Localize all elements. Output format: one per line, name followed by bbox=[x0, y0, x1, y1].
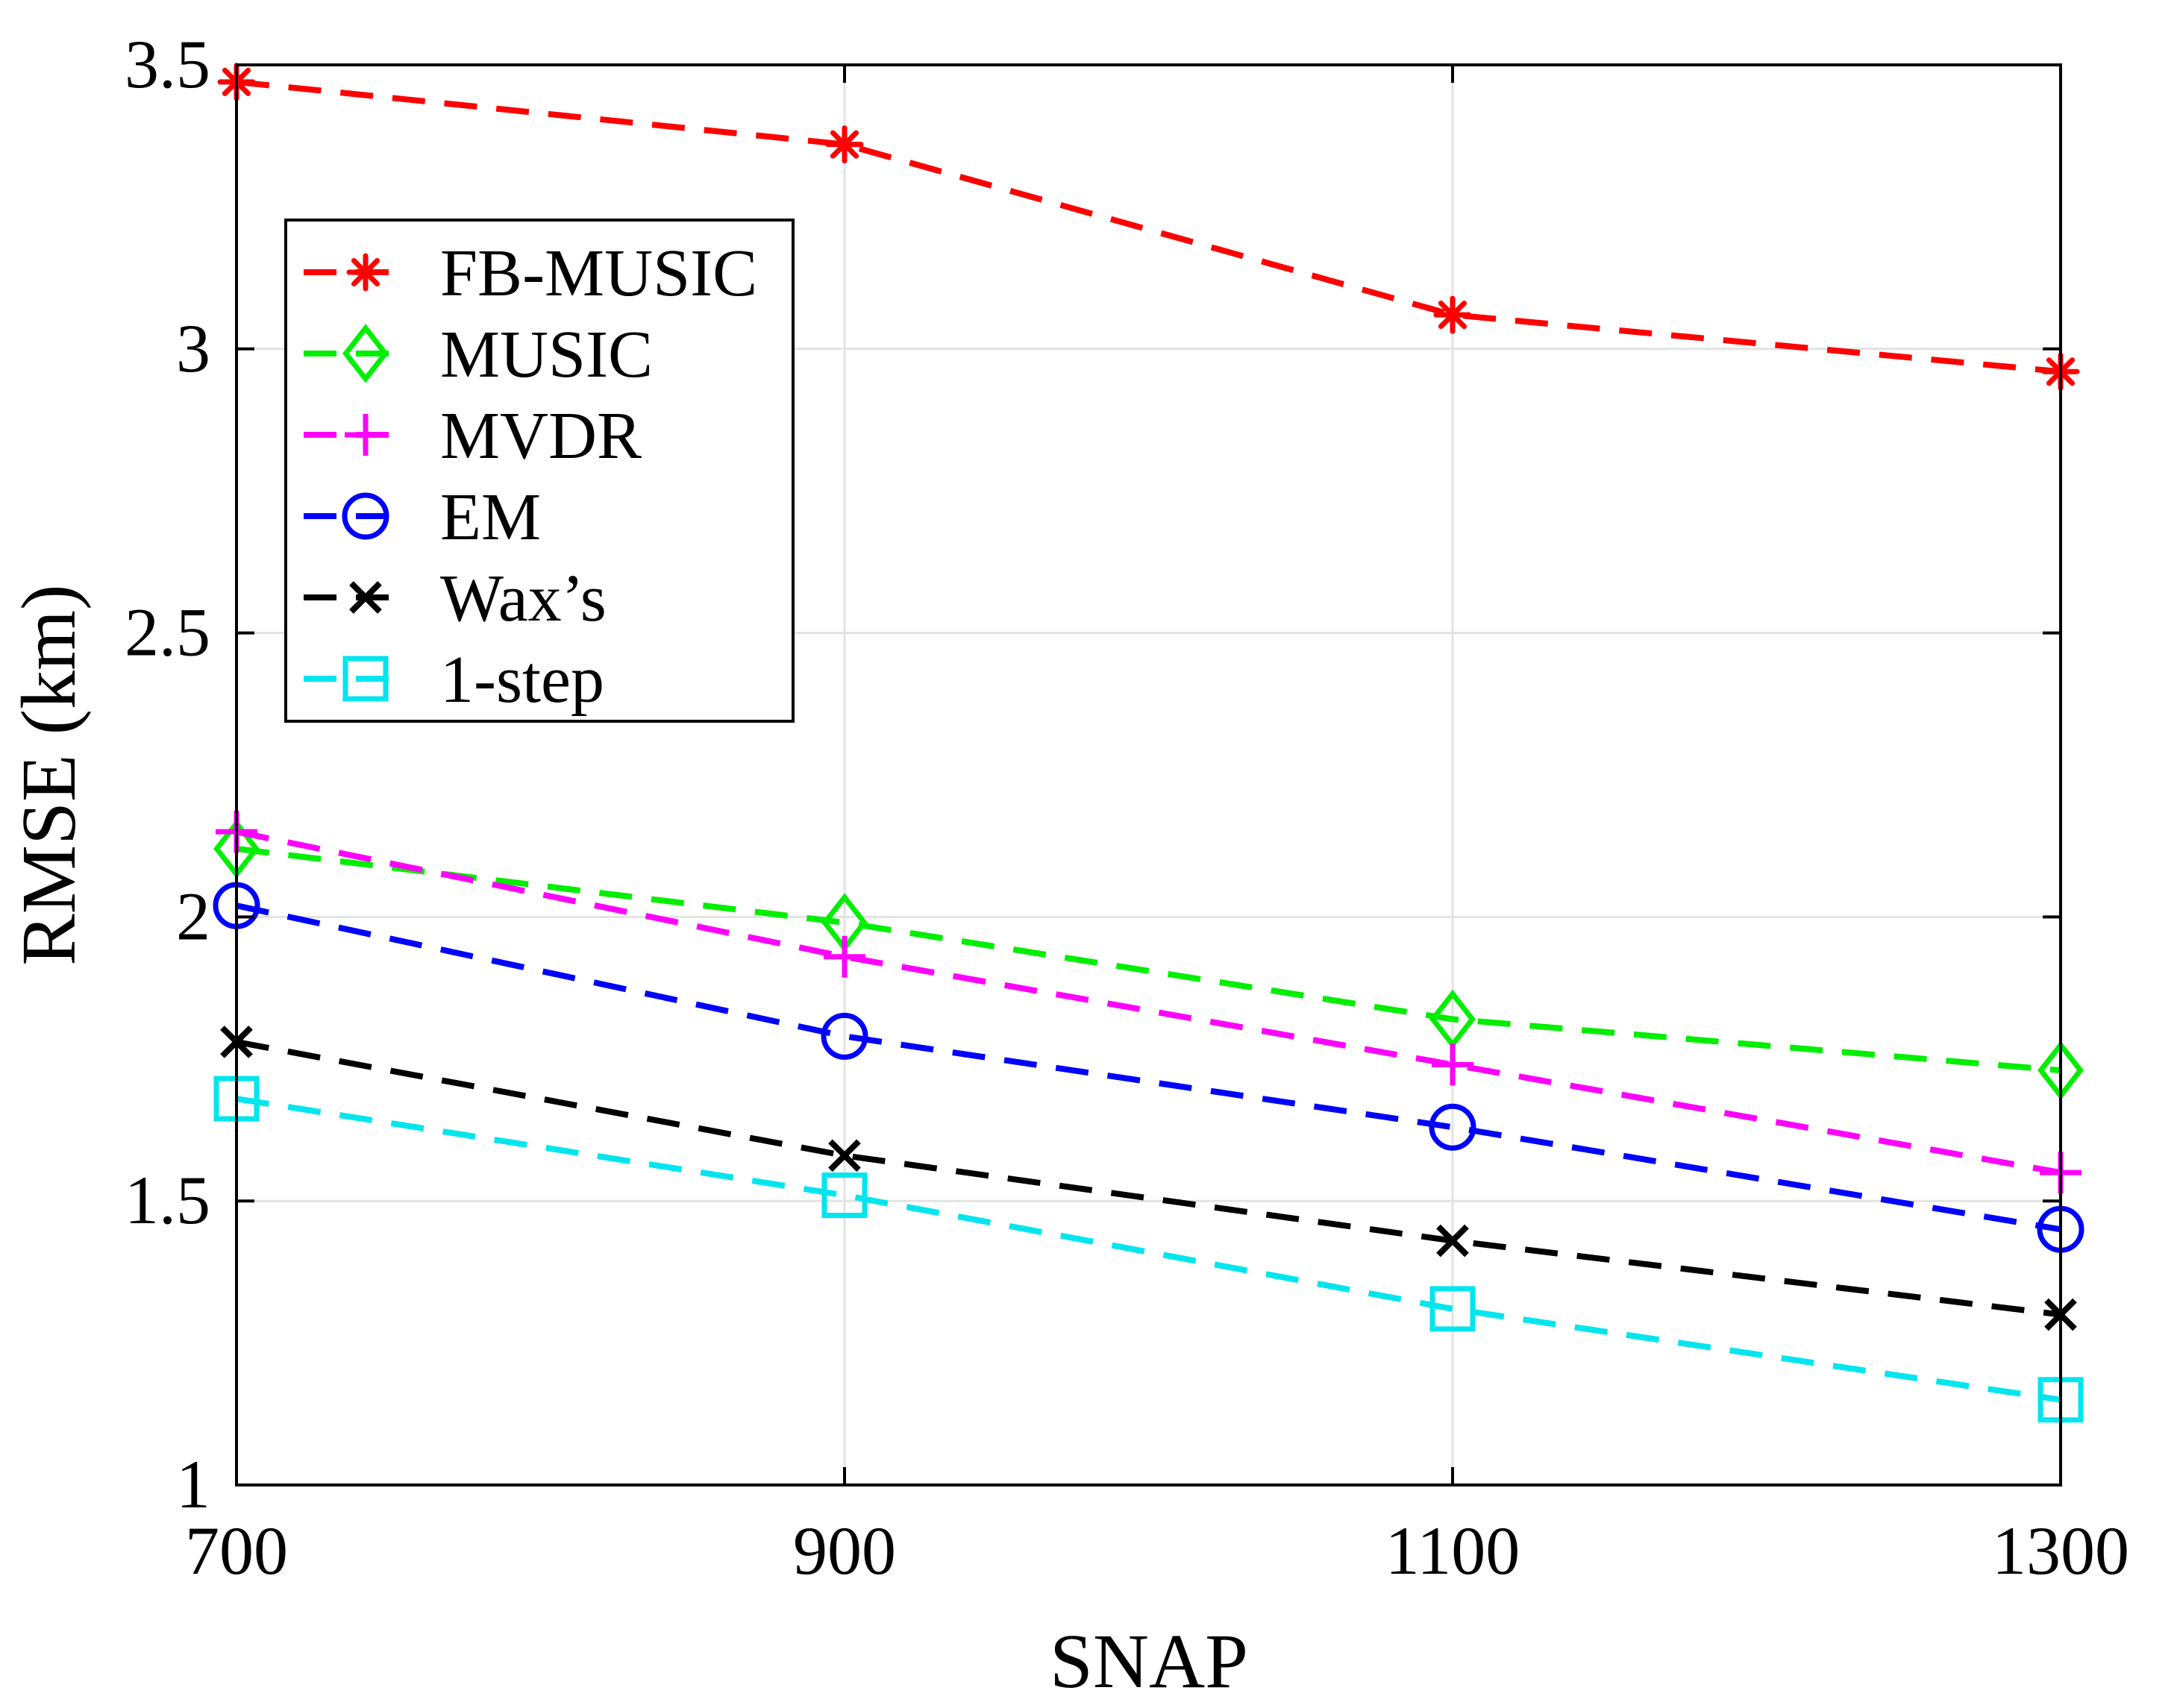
series-line-mvdr bbox=[236, 829, 2061, 1176]
legend-marker bbox=[345, 414, 386, 456]
legend-label: MUSIC bbox=[440, 318, 653, 392]
data-point-em bbox=[1429, 1103, 1476, 1151]
legend-entry-1-step: 1-step bbox=[304, 643, 604, 717]
data-point-1-step bbox=[821, 1172, 868, 1219]
y-tick-label: 3.5 bbox=[125, 26, 210, 102]
x-tick-label: 1300 bbox=[1992, 1513, 2129, 1589]
x-tick-label: 1100 bbox=[1385, 1513, 1520, 1589]
y-tick-label: 3 bbox=[176, 310, 210, 386]
data-point-wax-s bbox=[828, 1139, 861, 1172]
axis-ticks: 700 900 1100 1300 1 1.5 2 2.5 3 3.5 bbox=[125, 26, 2129, 1589]
legend-entry-fb-music: FB-MUSIC bbox=[304, 236, 757, 310]
legend-marker bbox=[349, 581, 382, 614]
legend-entry-music: MUSIC bbox=[304, 318, 653, 392]
data-point-mvdr bbox=[824, 935, 865, 978]
series-line-music bbox=[236, 846, 2061, 1074]
legend-marker bbox=[342, 656, 389, 702]
y-tick-label: 1 bbox=[176, 1446, 210, 1522]
legend-label: MVDR bbox=[440, 399, 642, 473]
x-tick-label: 900 bbox=[793, 1513, 896, 1589]
legend-marker bbox=[342, 324, 389, 383]
legend-marker bbox=[342, 492, 389, 540]
legend-entry-mvdr: MVDR bbox=[304, 399, 642, 473]
legend-entry-wax-s: Wax’s bbox=[304, 562, 607, 635]
legend-box bbox=[284, 219, 795, 723]
data-point-em bbox=[821, 1012, 868, 1060]
legend-entry-em: EM bbox=[304, 480, 541, 554]
y-axis-label: RMSE (km) bbox=[6, 584, 92, 965]
legend-marker bbox=[346, 253, 385, 292]
plot-frame bbox=[235, 63, 2062, 1486]
y-tick-label: 2 bbox=[176, 878, 210, 954]
data-point-mvdr bbox=[1432, 1043, 1473, 1086]
legend-label: Wax’s bbox=[440, 562, 607, 635]
series-line-1-step bbox=[236, 1096, 2061, 1403]
x-axis-label: SNAP bbox=[1050, 1618, 1248, 1704]
y-tick-label: 1.5 bbox=[125, 1162, 210, 1238]
y-tick-label: 2.5 bbox=[125, 594, 210, 671]
data-point-wax-s bbox=[1436, 1224, 1469, 1258]
data-point-fb-music bbox=[825, 125, 864, 164]
legend-label: EM bbox=[440, 480, 541, 554]
series-line-wax-s bbox=[236, 1039, 2061, 1318]
x-tick-label: 700 bbox=[185, 1513, 288, 1589]
series-line-em bbox=[236, 902, 2061, 1233]
legend-label: 1-step bbox=[440, 643, 604, 717]
data-point-1-step bbox=[1429, 1286, 1476, 1332]
legend-label: FB-MUSIC bbox=[440, 236, 757, 310]
data-point-fb-music bbox=[1433, 295, 1472, 334]
